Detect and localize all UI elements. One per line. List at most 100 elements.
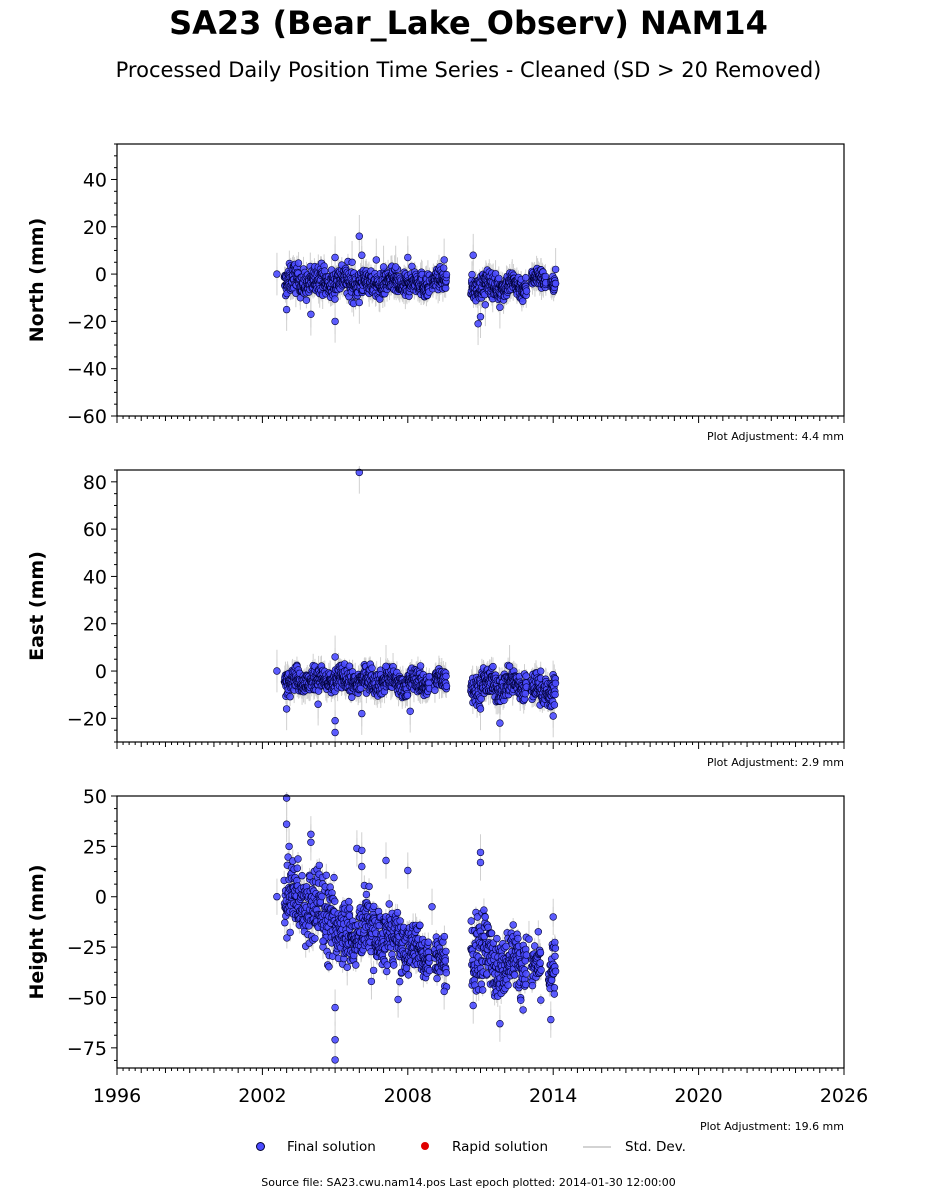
data-point (514, 934, 522, 943)
data-point (273, 270, 281, 278)
data-point (440, 256, 448, 264)
data-point (493, 934, 501, 943)
data-point (537, 996, 545, 1004)
data-point (273, 892, 281, 901)
x-tick-label: 1996 (93, 1085, 141, 1107)
data-point (476, 705, 485, 713)
data-point (537, 966, 545, 974)
data-point (511, 971, 519, 979)
data-point (318, 892, 326, 901)
x-tick-label: 2020 (674, 1085, 722, 1107)
data-point (286, 692, 294, 701)
data-point (307, 838, 315, 846)
data-point (325, 963, 333, 971)
y-tick-label: 40 (83, 169, 107, 191)
data-point (372, 256, 380, 264)
data-point (551, 679, 560, 687)
data-point (473, 913, 482, 921)
data-point (293, 864, 301, 872)
data-point (281, 918, 289, 927)
data-point (469, 1001, 477, 1010)
data-points (273, 214, 560, 346)
data-point (383, 967, 391, 976)
data-point (307, 310, 315, 318)
data-point (382, 856, 390, 865)
data-point (362, 890, 371, 899)
data-point (285, 842, 293, 851)
data-point (504, 981, 512, 989)
data-point (358, 251, 366, 259)
data-point (530, 942, 539, 950)
y-tick-label: 60 (83, 519, 107, 541)
data-point (314, 700, 322, 708)
data-point (442, 969, 450, 977)
data-point (404, 253, 412, 262)
data-point (505, 662, 514, 670)
y-tick-label: −75 (67, 1038, 107, 1060)
chart-panel-1: −20 0 20 40 60 80 East (mm) Plot Adjustment: 2.… (26, 466, 845, 769)
data-points (273, 792, 560, 1068)
y-tick-label: −40 (67, 359, 107, 381)
data-point (440, 264, 448, 272)
data-point (331, 897, 339, 905)
data-point (393, 908, 402, 917)
data-point (551, 952, 559, 960)
data-point (480, 906, 488, 914)
data-point (331, 653, 339, 661)
data-point (468, 270, 476, 279)
rapid-marker-icon (421, 1142, 429, 1150)
data-point (348, 693, 356, 701)
data-point (273, 667, 281, 675)
y-axis-label: Height (mm) (26, 864, 48, 999)
data-point (307, 830, 315, 838)
data-point (551, 690, 559, 699)
data-point (403, 691, 412, 700)
data-point (442, 672, 450, 680)
x-tick-label: 2008 (384, 1085, 432, 1107)
data-point (549, 712, 557, 720)
data-point (536, 948, 545, 957)
x-tick-label: 2026 (820, 1085, 868, 1107)
data-point (496, 1019, 504, 1028)
data-point (481, 913, 489, 921)
data-point (551, 265, 560, 274)
data-point (369, 966, 378, 975)
plot-adjustment-label: Plot Adjustment: 2.9 mm (707, 756, 844, 769)
data-point (522, 287, 531, 295)
data-point (390, 961, 398, 969)
y-tick-label: 40 (83, 566, 107, 588)
page-title: SA23 (Bear_Lake_Observ) NAM14 (169, 4, 768, 42)
data-point (379, 263, 388, 271)
data-point (331, 253, 339, 262)
data-point (370, 902, 378, 911)
y-tick-label: 20 (83, 217, 107, 239)
y-tick-label: −20 (67, 708, 107, 730)
data-point (481, 301, 489, 309)
data-point (319, 937, 327, 945)
data-point (517, 996, 525, 1004)
data-point (547, 1015, 555, 1024)
y-tick-label: 25 (83, 836, 107, 858)
data-point (416, 921, 424, 929)
data-point (522, 970, 530, 978)
data-point (521, 689, 529, 698)
data-point (467, 917, 475, 925)
data-point (433, 974, 441, 983)
data-point (404, 866, 412, 875)
data-point (331, 1003, 339, 1012)
data-point (343, 963, 351, 971)
data-point (416, 662, 425, 670)
data-point (522, 672, 530, 680)
data-point (396, 977, 404, 986)
plot-adjustment-label: Plot Adjustment: 4.4 mm (707, 430, 844, 443)
data-point (476, 848, 485, 857)
data-point (496, 719, 504, 727)
data-point (541, 272, 550, 281)
data-point (365, 882, 373, 891)
data-point (302, 296, 311, 304)
data-point (551, 279, 560, 288)
data-point (502, 942, 510, 951)
data-point (536, 959, 544, 967)
legend-rapid-label: Rapid solution (452, 1139, 548, 1155)
